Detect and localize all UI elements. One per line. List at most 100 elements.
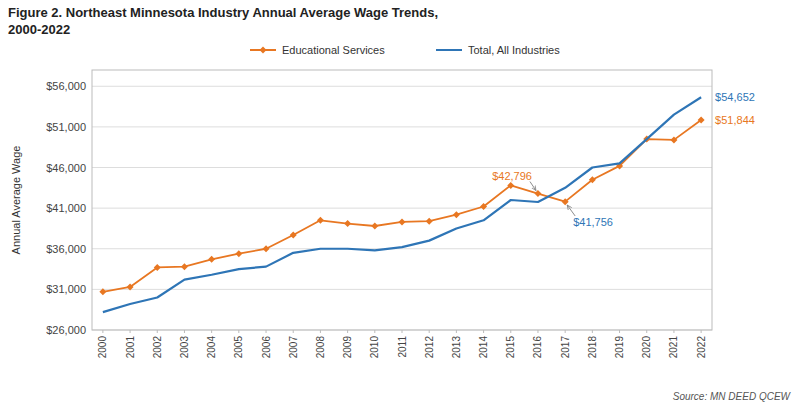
x-tick (157, 330, 158, 333)
x-tick (456, 330, 457, 333)
series-marker (399, 218, 406, 225)
series-marker (181, 263, 188, 270)
x-tick-label: 2021 (668, 336, 679, 359)
x-tick (102, 330, 103, 333)
grid-line (92, 248, 712, 249)
legend-entry: Total, All Industries (468, 44, 560, 56)
x-tick (402, 330, 403, 333)
x-tick (565, 330, 566, 333)
y-tick-label: $36,000 (46, 243, 86, 255)
y-tick-label: $46,000 (46, 162, 86, 174)
x-tick (347, 330, 348, 333)
series-marker (99, 288, 106, 295)
x-tick (701, 330, 702, 333)
annotation: $41,756 (573, 216, 613, 228)
x-tick-label: 2013 (451, 336, 462, 359)
annotation: $42,796 (492, 170, 532, 182)
x-tick (429, 330, 430, 333)
series-marker (426, 218, 433, 225)
series-marker (453, 211, 460, 218)
x-tick-label: 2000 (97, 336, 108, 359)
grid-line (92, 289, 712, 290)
x-tick-label: 2022 (696, 336, 707, 359)
series-marker (507, 182, 514, 189)
legend-swatch-marker (260, 47, 267, 54)
series-marker (534, 190, 541, 197)
series-marker (670, 136, 677, 143)
x-tick (293, 330, 294, 333)
series-marker (371, 223, 378, 230)
series-marker (235, 250, 242, 257)
x-tick-label: 2014 (478, 336, 489, 359)
x-tick-label: 2003 (179, 336, 190, 359)
title: 2000-2022 (8, 22, 70, 37)
x-tick-label: 2007 (288, 336, 299, 359)
x-tick (374, 330, 375, 333)
legend-swatch (436, 49, 462, 51)
series-marker (127, 283, 134, 290)
series-marker (562, 198, 569, 205)
plot-frame (92, 70, 712, 330)
title: Figure 2. Northeast Minnesota Industry A… (8, 5, 438, 20)
series-line (103, 97, 701, 312)
y-tick-label: $31,000 (46, 283, 86, 295)
x-tick-label: 2018 (587, 336, 598, 359)
x-tick (266, 330, 267, 333)
x-tick (537, 330, 538, 333)
x-tick-label: 2012 (424, 336, 435, 359)
x-tick (130, 330, 131, 333)
x-tick-label: 2009 (342, 336, 353, 359)
series-marker (480, 203, 487, 210)
x-tick (646, 330, 647, 333)
x-tick (619, 330, 620, 333)
annotation-arrow (530, 182, 536, 191)
series-marker (317, 217, 324, 224)
grid (92, 86, 712, 330)
x-tick (320, 330, 321, 333)
end-label: $54,652 (715, 91, 755, 103)
y-tick-label: $51,000 (46, 121, 86, 133)
grid-line (92, 126, 712, 127)
y-tick-label: $41,000 (46, 202, 86, 214)
grid-line (92, 208, 712, 209)
grid-line (92, 86, 712, 87)
legend: Educational Services Total, All Industrie… (250, 44, 560, 56)
series-marker (154, 264, 161, 271)
y-axis-label: Annual Average Wage (10, 146, 22, 255)
series-marker (208, 256, 215, 263)
plot-area (99, 97, 704, 312)
x-tick-label: 2019 (614, 336, 625, 359)
x-tick-label: 2017 (560, 336, 571, 359)
x-tick (592, 330, 593, 333)
x-tick-label: 2001 (125, 336, 136, 359)
y-tick-label: $56,000 (46, 80, 86, 92)
series-marker (698, 117, 705, 124)
x-tick (510, 330, 511, 333)
legend-entry: Educational Services (282, 44, 385, 56)
x-tick (238, 330, 239, 333)
x-tick (483, 330, 484, 333)
end-label: $51,844 (715, 114, 755, 126)
x-tick (673, 330, 674, 333)
x-tick (211, 330, 212, 333)
x-tick (184, 330, 185, 333)
x-tick-label: 2020 (641, 336, 652, 359)
x-tick-label: 2004 (206, 336, 217, 359)
chart: Figure 2. Northeast Minnesota Industry A… (0, 0, 800, 408)
series-marker (263, 245, 270, 252)
x-tick-label: 2006 (261, 336, 272, 359)
series-marker (344, 220, 351, 227)
x-tick-label: 2002 (152, 336, 163, 359)
series-marker (290, 231, 297, 238)
y-tick-label: $26,000 (46, 324, 86, 336)
annotation-arrow (567, 205, 575, 216)
series-line (103, 120, 701, 292)
x-tick-label: 2016 (532, 336, 543, 359)
x-tick-label: 2010 (369, 336, 380, 359)
x-tick-label: 2015 (505, 336, 516, 359)
x-tick-label: 2011 (397, 336, 408, 358)
series-marker (589, 176, 596, 183)
x-tick-label: 2008 (315, 336, 326, 359)
x-tick-label: 2005 (233, 336, 244, 359)
source: Source: MN DEED QCEW (673, 391, 792, 402)
